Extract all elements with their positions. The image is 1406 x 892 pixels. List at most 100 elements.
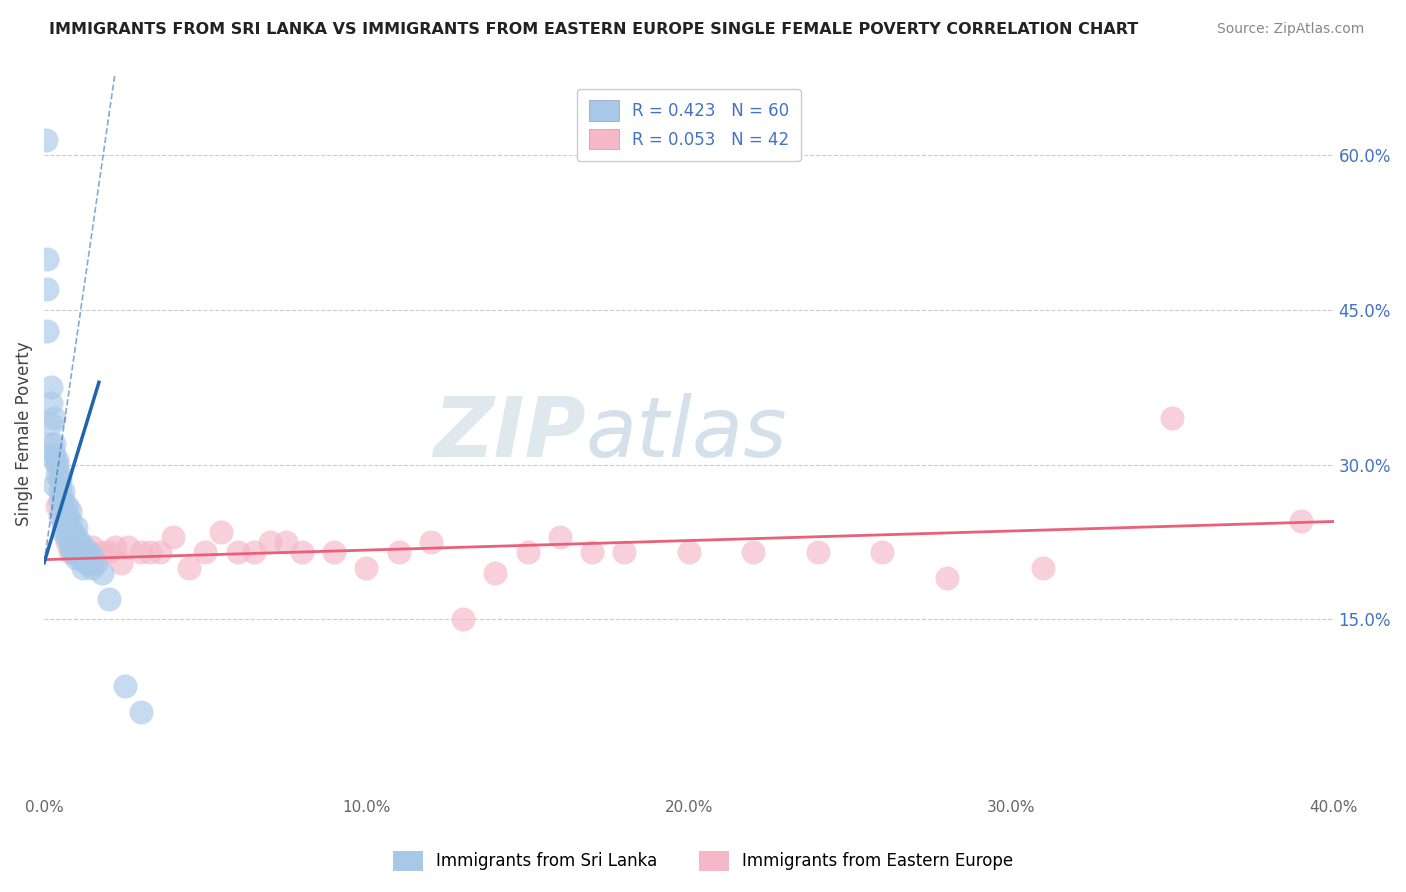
Point [55, 499, 77, 513]
Point [75, 556, 97, 570]
Point [82, 550, 104, 565]
Point [49, 468, 72, 483]
Point [117, 541, 139, 555]
Point [65, 519, 87, 533]
Point [42, 411, 65, 425]
Point [42, 437, 65, 451]
Point [59, 541, 82, 555]
Point [129, 705, 152, 719]
Point [84, 556, 107, 570]
Point [52, 519, 75, 533]
Point [82, 541, 104, 555]
Point [114, 680, 136, 694]
Point [678, 545, 700, 559]
Point [581, 545, 603, 559]
Point [807, 545, 830, 559]
Text: Source: ZipAtlas.com: Source: ZipAtlas.com [1216, 22, 1364, 37]
Point [42, 452, 65, 467]
Point [91, 545, 114, 559]
Point [388, 545, 411, 559]
Text: atlas: atlas [586, 393, 787, 475]
Point [55, 509, 77, 524]
Point [39, 380, 62, 394]
Point [52, 483, 75, 498]
Point [484, 566, 506, 580]
Point [194, 545, 217, 559]
Point [52, 493, 75, 508]
Point [59, 524, 82, 539]
Point [55, 519, 77, 533]
Legend: Immigrants from Sri Lanka, Immigrants from Eastern Europe: Immigrants from Sri Lanka, Immigrants fr… [384, 842, 1022, 880]
Point [37, 324, 59, 338]
Point [65, 530, 87, 544]
Text: ZIP: ZIP [433, 393, 586, 475]
Point [91, 566, 114, 580]
Point [291, 545, 314, 559]
Point [49, 509, 72, 524]
Point [59, 545, 82, 559]
Point [72, 545, 94, 559]
Point [35, 133, 58, 147]
Point [516, 545, 538, 559]
Point [37, 252, 59, 266]
Point [451, 612, 474, 626]
Point [209, 524, 232, 539]
Point [39, 437, 62, 451]
Point [46, 499, 69, 513]
Point [75, 545, 97, 559]
Point [59, 535, 82, 549]
Point [46, 452, 69, 467]
Point [162, 530, 184, 544]
Point [356, 561, 378, 575]
Point [82, 561, 104, 575]
Point [1291, 515, 1313, 529]
Point [872, 545, 894, 559]
Point [72, 541, 94, 555]
Point [69, 545, 91, 559]
Point [39, 417, 62, 431]
Point [149, 545, 172, 559]
Point [65, 550, 87, 565]
Point [42, 478, 65, 492]
Point [274, 535, 297, 549]
Point [37, 283, 59, 297]
Point [935, 571, 957, 585]
Point [69, 550, 91, 565]
Point [49, 483, 72, 498]
Point [49, 473, 72, 487]
Point [323, 545, 346, 559]
Point [65, 535, 87, 549]
Point [62, 535, 84, 549]
Point [46, 458, 69, 472]
Point [97, 545, 120, 559]
Point [77, 545, 100, 559]
Point [59, 504, 82, 518]
Point [62, 545, 84, 559]
Point [139, 545, 162, 559]
Point [1161, 411, 1184, 425]
Point [46, 468, 69, 483]
Point [226, 545, 249, 559]
Point [52, 515, 75, 529]
Point [72, 561, 94, 575]
Y-axis label: Single Female Poverty: Single Female Poverty [15, 342, 32, 526]
Point [55, 530, 77, 544]
Text: IMMIGRANTS FROM SRI LANKA VS IMMIGRANTS FROM EASTERN EUROPE SINGLE FEMALE POVERT: IMMIGRANTS FROM SRI LANKA VS IMMIGRANTS … [49, 22, 1139, 37]
Point [259, 535, 281, 549]
Point [420, 535, 443, 549]
Point [72, 550, 94, 565]
Point [179, 561, 201, 575]
Point [742, 545, 765, 559]
Point [55, 535, 77, 549]
Point [613, 545, 636, 559]
Point [110, 556, 132, 570]
Point [97, 591, 120, 606]
Point [59, 515, 82, 529]
Point [52, 504, 75, 518]
Point [548, 530, 571, 544]
Point [77, 556, 100, 570]
Point [65, 541, 87, 555]
Point [49, 493, 72, 508]
Point [69, 535, 91, 549]
Point [1032, 561, 1054, 575]
